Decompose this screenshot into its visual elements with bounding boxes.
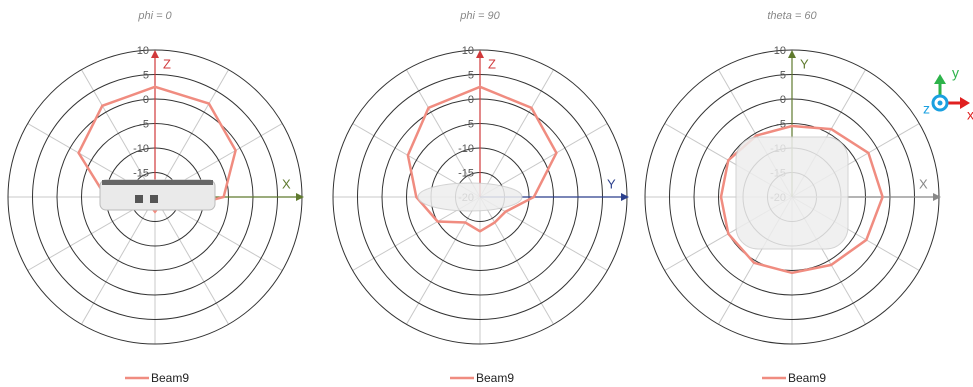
r-tick-label: 10 [774,45,786,57]
pattern-line [719,124,884,275]
device-image [735,136,849,250]
r-tick-label: 0 [143,94,149,106]
icon-circle [937,100,943,106]
r-tick-label: 5 [143,69,149,81]
r-tick-label: -5 [139,118,149,130]
icon-arrow [960,97,970,109]
legend-label: Beam9 [476,371,514,385]
h-axis-arrow [621,193,629,201]
r-tick-label: -5 [464,118,474,130]
h-axis-label: Y [607,176,616,191]
r-tick-label: -10 [133,143,149,155]
r-tick-label: 10 [137,45,149,57]
r-tick-label: 0 [468,94,474,106]
h-axis-arrow [296,193,304,201]
device-image [417,182,523,212]
r-tick-label: 0 [780,94,786,106]
v-axis-arrow [151,50,159,58]
r-tick-label: -10 [458,143,474,155]
pattern-line [77,85,237,214]
legend-label: Beam9 [151,371,189,385]
device-image [135,195,143,203]
icon-label: z [923,101,930,117]
v-axis-label: Y [800,56,809,71]
device-images [99,136,849,250]
chart-title: theta = 60 [767,10,817,22]
pattern-line [406,85,558,233]
r-tick-label: -5 [776,118,786,130]
icon-label: y [952,65,959,81]
v-axis-arrow [476,50,484,58]
h-axis-label: X [919,176,928,191]
legend-label: Beam9 [788,371,826,385]
r-tick-label: 5 [468,69,474,81]
chart-title: phi = 0 [137,10,172,22]
h-axis-arrow [933,193,941,201]
axis-icon: y z x [923,65,973,123]
r-tick-label: 5 [780,69,786,81]
r-tick-label: -15 [458,167,474,179]
r-tick-label: -15 [133,167,149,179]
r-tick-label: 10 [462,45,474,57]
chart-title: phi = 90 [459,10,500,22]
v-axis-arrow [788,50,796,58]
device-image [102,180,213,185]
h-axis-label: X [282,176,291,191]
v-axis-label: Z [163,56,171,71]
v-axis-label: Z [488,56,496,71]
device-image [150,195,158,203]
icon-arrow [934,74,946,84]
icon-label: x [967,107,973,123]
